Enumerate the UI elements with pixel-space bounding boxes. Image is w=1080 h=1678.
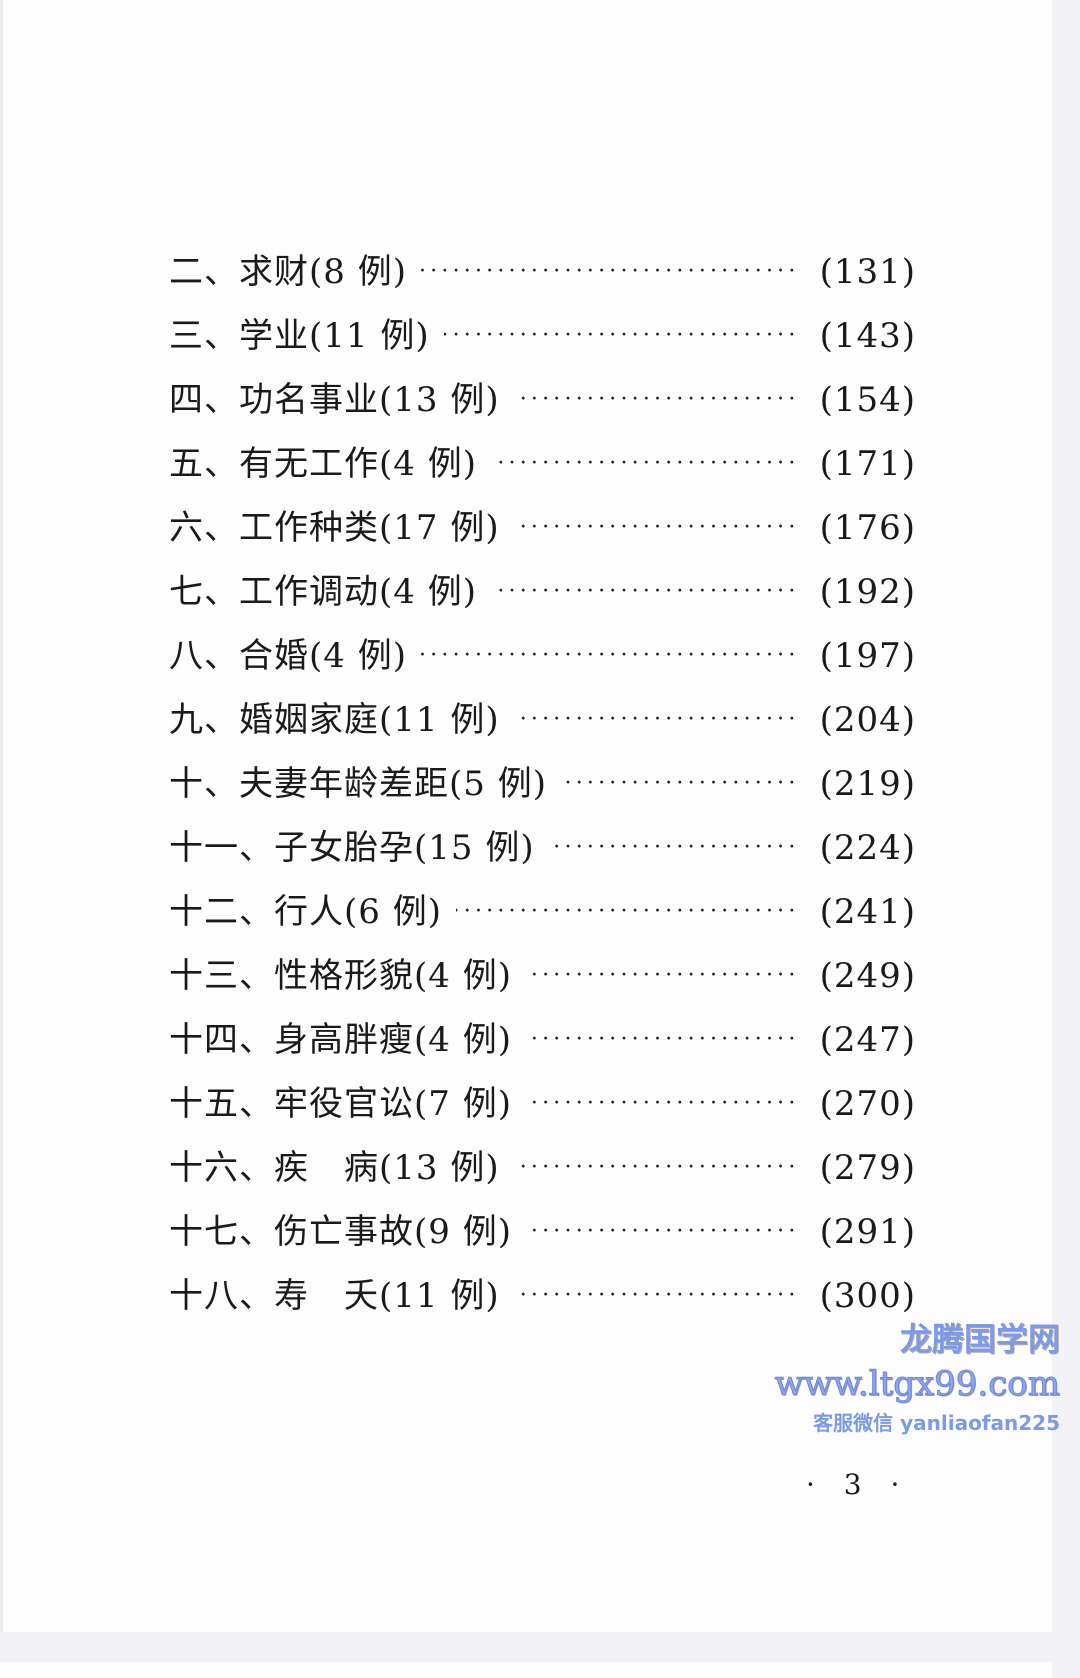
toc-entry-title: 十七、伤亡事故(9 例) bbox=[169, 1212, 512, 1252]
toc-entry[interactable]: 九、婚姻家庭(11 例) ····························… bbox=[169, 688, 916, 752]
toc-entry[interactable]: 十五、牢役官讼(7 例) ····························… bbox=[169, 1072, 916, 1136]
toc-entry-title: 十五、牢役官讼(7 例) bbox=[169, 1084, 512, 1124]
toc-dot-leader: ·································· bbox=[514, 707, 800, 732]
toc-entry-title: 七、工作调动(4 例) bbox=[169, 572, 477, 612]
watermark: 龙腾国学网 www.ltgx99.com 客服微信 yanliaofan225 bbox=[774, 1320, 1060, 1436]
toc-entry-page: (249) bbox=[819, 956, 916, 996]
toc-entry[interactable]: 六、工作种类(17 例) ····························… bbox=[169, 496, 916, 560]
toc-entry-page: (192) bbox=[819, 572, 916, 612]
toc-entry-page: (219) bbox=[819, 764, 916, 804]
watermark-site-name: 龙腾国学网 bbox=[899, 1320, 1060, 1358]
toc-entry-page: (197) bbox=[819, 636, 916, 676]
toc-dot-leader: ·································· bbox=[525, 1091, 800, 1116]
toc-entry[interactable]: 十三、性格形貌(4 例) ····························… bbox=[169, 944, 916, 1008]
toc-entry[interactable]: 二、求财(8 例) ·······························… bbox=[169, 240, 916, 304]
page-left-edge bbox=[0, 0, 3, 1632]
toc-entry-page: (300) bbox=[819, 1276, 916, 1316]
toc-entry-page: (291) bbox=[819, 1212, 916, 1252]
toc-dot-leader: ·································· bbox=[443, 323, 800, 348]
toc-entry-page: (176) bbox=[819, 508, 916, 548]
toc-dot-leader: ·································· bbox=[420, 643, 800, 668]
toc-entry[interactable]: 十八、寿 夭(11 例) ····························… bbox=[169, 1264, 916, 1328]
toc-entry-title: 二、求财(8 例) bbox=[169, 252, 407, 292]
toc-dot-leader: ·································· bbox=[514, 1283, 800, 1308]
toc-dot-leader: ·································· bbox=[525, 1219, 800, 1244]
watermark-contact: 客服微信 yanliaofan225 bbox=[813, 1411, 1060, 1436]
page-bottom-divider bbox=[0, 1632, 1052, 1662]
toc-entry-title: 四、功名事业(13 例) bbox=[169, 380, 500, 420]
toc-entry[interactable]: 十四、身高胖瘦(4 例) ····························… bbox=[169, 1008, 916, 1072]
toc-entry-title: 九、婚姻家庭(11 例) bbox=[169, 700, 500, 740]
toc-dot-leader: ·································· bbox=[420, 259, 800, 284]
toc-entry[interactable]: 三、学业(11 例) ······························… bbox=[169, 304, 916, 368]
toc-entry-title: 八、合婚(4 例) bbox=[169, 636, 407, 676]
toc-entry-page: (204) bbox=[819, 700, 916, 740]
toc-entry-title: 十、夫妻年龄差距(5 例) bbox=[169, 764, 547, 804]
table-of-contents: 二、求财(8 例) ·······························… bbox=[169, 240, 916, 1328]
toc-entry-title: 五、有无工作(4 例) bbox=[169, 444, 477, 484]
toc-dot-leader: ·································· bbox=[561, 771, 800, 796]
toc-entry-page: (154) bbox=[819, 380, 916, 420]
toc-entry[interactable]: 十二、行人(6 例) ······························… bbox=[169, 880, 916, 944]
toc-entry-title: 六、工作种类(17 例) bbox=[169, 508, 500, 548]
toc-dot-leader: ·································· bbox=[525, 963, 800, 988]
toc-entry-page: (131) bbox=[819, 252, 916, 292]
toc-entry[interactable]: 四、功名事业(13 例) ····························… bbox=[169, 368, 916, 432]
toc-dot-leader: ·································· bbox=[549, 835, 800, 860]
toc-dot-leader: ·································· bbox=[514, 387, 800, 412]
toc-dot-leader: ·································· bbox=[514, 515, 800, 540]
toc-entry-page: (241) bbox=[819, 892, 916, 932]
toc-entry-page: (247) bbox=[819, 1020, 916, 1060]
toc-entry-title: 十六、疾 病(13 例) bbox=[169, 1148, 500, 1188]
toc-entry-title: 十一、子女胎孕(15 例) bbox=[169, 828, 535, 868]
page-number: · 3 · bbox=[806, 1468, 910, 1501]
toc-entry[interactable]: 八、合婚(4 例) ·······························… bbox=[169, 624, 916, 688]
toc-dot-leader: ·································· bbox=[491, 579, 800, 604]
toc-dot-leader: ·································· bbox=[514, 1155, 800, 1180]
toc-dot-leader: ·································· bbox=[455, 899, 800, 924]
toc-entry-page: (270) bbox=[819, 1084, 916, 1124]
watermark-url: www.ltgx99.com bbox=[774, 1364, 1060, 1405]
toc-dot-leader: ·································· bbox=[491, 451, 800, 476]
viewer-right-margin bbox=[1052, 0, 1080, 1678]
toc-entry-title: 三、学业(11 例) bbox=[169, 316, 430, 356]
toc-entry-page: (171) bbox=[819, 444, 916, 484]
toc-entry[interactable]: 七、工作调动(4 例) ·····························… bbox=[169, 560, 916, 624]
toc-entry-page: (143) bbox=[819, 316, 916, 356]
toc-entry[interactable]: 十一、子女胎孕(15 例) ···························… bbox=[169, 816, 916, 880]
toc-entry-page: (224) bbox=[819, 828, 916, 868]
toc-entry-title: 十八、寿 夭(11 例) bbox=[169, 1276, 500, 1316]
toc-entry-title: 十三、性格形貌(4 例) bbox=[169, 956, 512, 996]
toc-entry-title: 十二、行人(6 例) bbox=[169, 892, 442, 932]
toc-entry[interactable]: 五、有无工作(4 例) ·····························… bbox=[169, 432, 916, 496]
toc-entry[interactable]: 十六、疾 病(13 例) ····························… bbox=[169, 1136, 916, 1200]
toc-dot-leader: ·································· bbox=[525, 1027, 800, 1052]
toc-entry[interactable]: 十、夫妻年龄差距(5 例) ···························… bbox=[169, 752, 916, 816]
toc-entry[interactable]: 十七、伤亡事故(9 例) ····························… bbox=[169, 1200, 916, 1264]
toc-entry-page: (279) bbox=[819, 1148, 916, 1188]
toc-entry-title: 十四、身高胖瘦(4 例) bbox=[169, 1020, 512, 1060]
